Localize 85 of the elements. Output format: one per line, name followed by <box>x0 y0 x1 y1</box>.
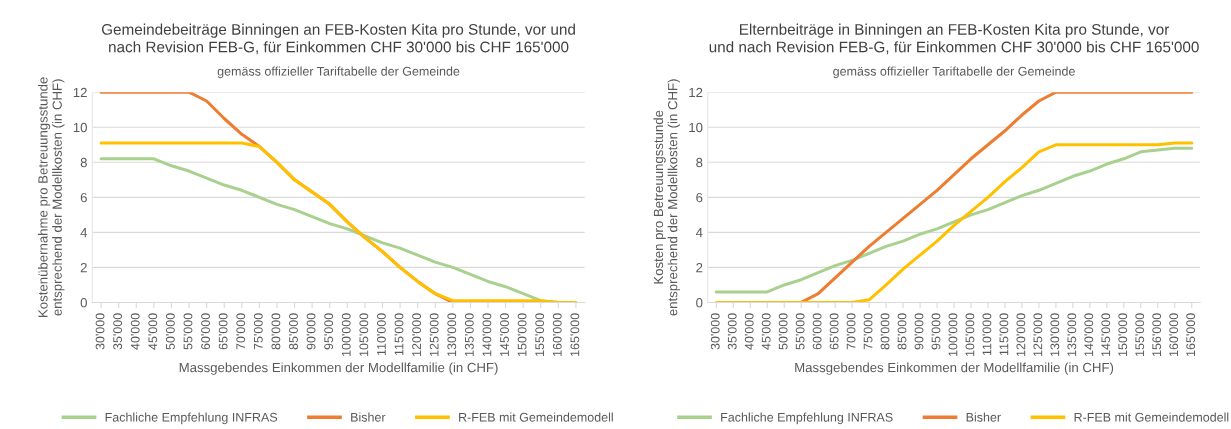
legend-label: R-FEB mit Gemeindemodell <box>1074 412 1229 422</box>
x-tick-label: 165'000 <box>1186 313 1196 356</box>
y-tick-label: 10 <box>73 122 87 133</box>
y-tick-label: 12 <box>73 87 87 98</box>
chart-subtitle: gemäss offizieller Tariftabelle der Gemeinde <box>833 66 1075 79</box>
x-tick-label: 125'000 <box>1033 313 1043 356</box>
x-tick-label: 120'000 <box>412 313 422 356</box>
x-tick-label: 75'000 <box>253 313 263 350</box>
y-tick-label: 8 <box>80 157 87 168</box>
y-tick-label: 4 <box>695 228 703 238</box>
x-tick-label: 160'000 <box>1169 313 1179 356</box>
x-tick-label: 135'000 <box>1067 313 1077 356</box>
x-tick-label: 155'000 <box>1135 313 1145 356</box>
x-tick-label: 75'000 <box>863 313 873 350</box>
x-tick-label: 65'000 <box>829 313 839 350</box>
x-tick-label: 100'000 <box>341 313 351 356</box>
x-tick-label: 90'000 <box>306 313 316 350</box>
x-tick-label: 155'000 <box>535 313 545 356</box>
x-tick-label: 70'000 <box>236 313 246 350</box>
x-tick-label: 60'000 <box>201 313 210 350</box>
x-tick-label: 35'000 <box>727 313 737 350</box>
y-tick-label: 0 <box>696 298 703 308</box>
x-tick-label: 130'000 <box>1050 313 1060 356</box>
y-tick-label: 6 <box>696 192 703 203</box>
chart-subtitle: gemäss offizieller Tariftabelle der Gemeinde <box>217 66 460 79</box>
x-tick-label: 156'000 <box>1152 313 1162 356</box>
chart-title: Elternbeiträge in Binningen an FEB-Kosten Kita pro Stunde, vor und nach Revision FEB-G, für Einkommen CHF 30'000 bis CHF 165'000 <box>709 23 1199 55</box>
x-axis-title: Massgebendes Einkommen der Modellfamilie (in CHF) <box>179 362 498 375</box>
x-tick-label: 105'000 <box>359 313 369 356</box>
x-tick-label: 45'000 <box>148 313 158 350</box>
x-tick-label: 55'000 <box>183 313 193 350</box>
x-tick-label: 45'000 <box>761 313 771 350</box>
x-tick-label: 140'000 <box>1084 313 1094 356</box>
x-tick-label: 145'000 <box>1101 313 1111 356</box>
x-tick-label: 85'000 <box>289 313 298 350</box>
x-tick-label: 70'000 <box>846 313 856 350</box>
x-tick-label: 125'000 <box>429 313 439 356</box>
x-tick-label: 140'000 <box>482 313 492 356</box>
chart-title: Gemeindebeiträge Binningen an FEB-Kosten Kita pro Stunde, vor und nach Revision FEB-G, für Einkommen CHF 30'000 bis CHF 165'000 <box>101 23 575 55</box>
x-tick-label: 165'000 <box>570 313 580 356</box>
x-tick-label: 40'000 <box>744 313 754 350</box>
x-tick-label: 30'000 <box>710 313 720 350</box>
y-tick-label: 2 <box>696 262 703 273</box>
x-tick-label: 95'000 <box>324 313 334 350</box>
y-tick-label: 8 <box>696 157 703 168</box>
legend-label: R-FEB mit Gemeindemodell <box>459 412 613 422</box>
x-tick-label: 60'000 <box>812 313 822 350</box>
x-axis-title: Massgebendes Einkommen der Modellfamilie (in CHF) <box>795 362 1114 375</box>
x-tick-label: 115'000 <box>394 313 404 356</box>
x-tick-label: 145'000 <box>500 313 509 356</box>
x-tick-label: 120'000 <box>1016 313 1026 356</box>
x-tick-label: 95'000 <box>931 313 941 350</box>
x-tick-label: 100'000 <box>948 313 958 356</box>
y-tick-label: 0 <box>80 298 87 308</box>
x-tick-label: 160'000 <box>552 313 562 356</box>
x-tick-label: 135'000 <box>464 313 474 356</box>
x-tick-label: 50'000 <box>778 313 788 350</box>
x-tick-label: 150'000 <box>517 313 527 356</box>
y-tick-label: 4 <box>80 228 88 238</box>
y-tick-label: 10 <box>689 122 703 133</box>
x-tick-label: 110'000 <box>982 313 992 356</box>
legend-label: Fachliche Empfehlung INFRAS <box>721 412 893 425</box>
x-tick-label: 65'000 <box>218 313 228 350</box>
x-tick-label: 55'000 <box>795 313 805 350</box>
y-tick-label: 6 <box>80 192 87 203</box>
legend-label: Bisher <box>966 412 1001 422</box>
y-axis-title: Kosten pro Betreuungsstunde entsprechend der Modellkosten (in CHF) <box>653 79 680 316</box>
y-axis-title: Kostenübernahme pro Betreuungsstunde entsprechend der Modellkosten (in CHF) <box>37 77 65 317</box>
x-tick-label: 115'000 <box>999 313 1009 356</box>
x-tick-label: 105'000 <box>965 313 975 356</box>
x-tick-label: 150'000 <box>1118 313 1128 356</box>
x-tick-label: 80'000 <box>880 313 890 350</box>
x-tick-label: 80'000 <box>271 313 281 350</box>
x-tick-label: 130'000 <box>447 313 457 356</box>
legend-label: Fachliche Empfehlung INFRAS <box>105 412 278 425</box>
x-tick-label: 35'000 <box>113 313 123 350</box>
x-tick-label: 40'000 <box>130 313 140 350</box>
x-tick-label: 110'000 <box>376 313 386 356</box>
x-tick-label: 30'000 <box>95 313 105 350</box>
x-tick-label: 90'000 <box>914 313 924 350</box>
y-tick-label: 12 <box>689 87 703 98</box>
x-tick-label: 50'000 <box>165 313 175 350</box>
x-tick-label: 85'000 <box>897 313 907 350</box>
y-tick-label: 2 <box>80 262 87 273</box>
legend-label: Bisher <box>351 412 386 422</box>
